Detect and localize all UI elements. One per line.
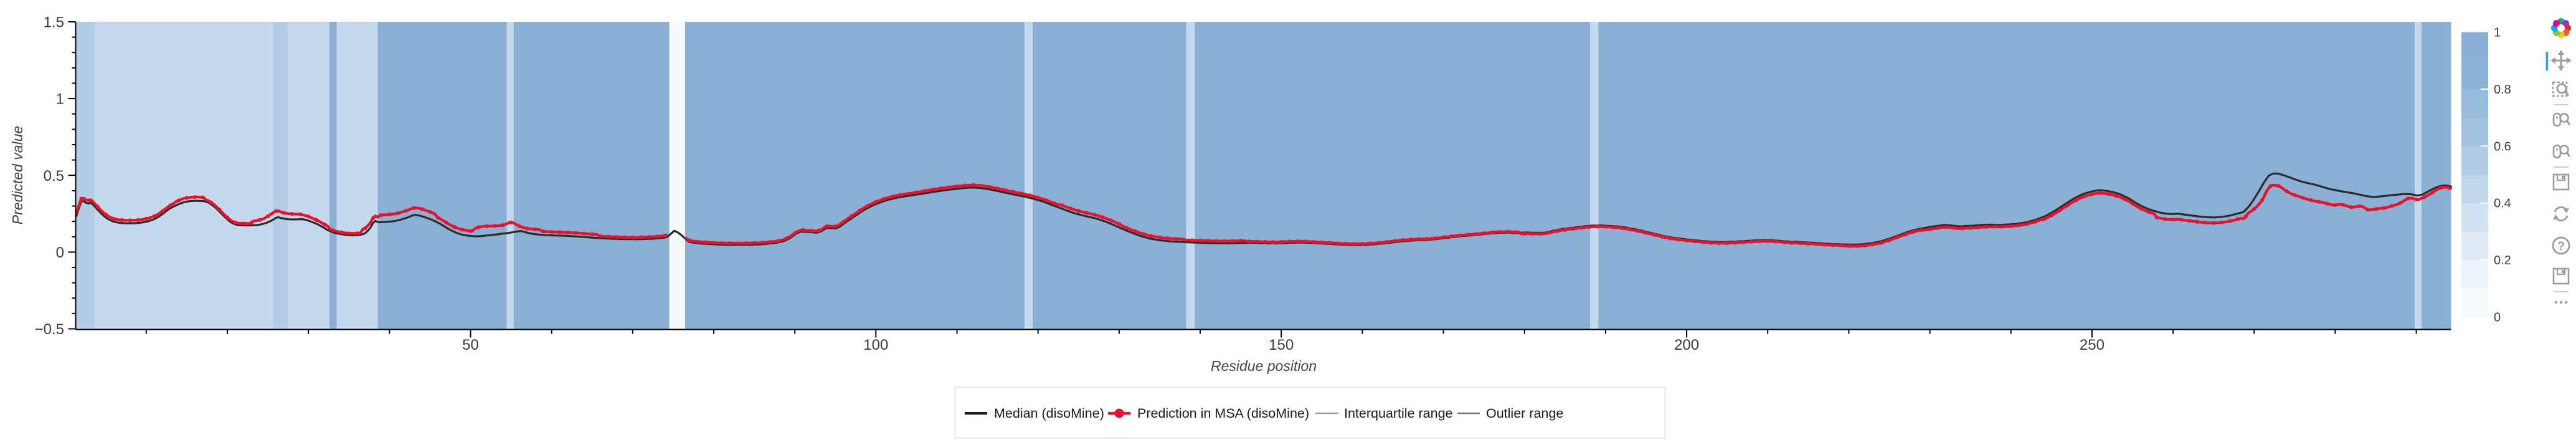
svg-text:Predicted value: Predicted value xyxy=(9,126,26,225)
svg-text:0: 0 xyxy=(2494,311,2501,325)
svg-text:100: 100 xyxy=(863,337,888,353)
svg-text:0: 0 xyxy=(56,244,64,261)
svg-text:250: 250 xyxy=(2080,337,2105,353)
svg-text:1: 1 xyxy=(2494,26,2501,40)
svg-text:Interquartile range: Interquartile range xyxy=(1344,406,1453,421)
svg-text:Residue position: Residue position xyxy=(1211,358,1317,374)
svg-text:200: 200 xyxy=(1674,337,1699,353)
svg-text:−0.5: −0.5 xyxy=(35,321,64,338)
svg-text:0.8: 0.8 xyxy=(2494,83,2511,97)
svg-text:150: 150 xyxy=(1269,337,1294,353)
svg-text:Outlier range: Outlier range xyxy=(1486,406,1563,421)
svg-text:0.2: 0.2 xyxy=(2494,254,2511,267)
svg-text:?: ? xyxy=(2557,240,2565,253)
svg-text:Prediction in MSA (disoMine): Prediction in MSA (disoMine) xyxy=(1137,406,1309,421)
svg-text:0.4: 0.4 xyxy=(2494,197,2511,211)
svg-text:Median (disoMine): Median (disoMine) xyxy=(994,406,1104,421)
svg-text:1.5: 1.5 xyxy=(44,14,64,31)
svg-text:0.5: 0.5 xyxy=(44,168,64,185)
svg-text:1: 1 xyxy=(56,91,64,108)
svg-text:0.6: 0.6 xyxy=(2494,140,2511,153)
svg-text:50: 50 xyxy=(462,337,479,353)
